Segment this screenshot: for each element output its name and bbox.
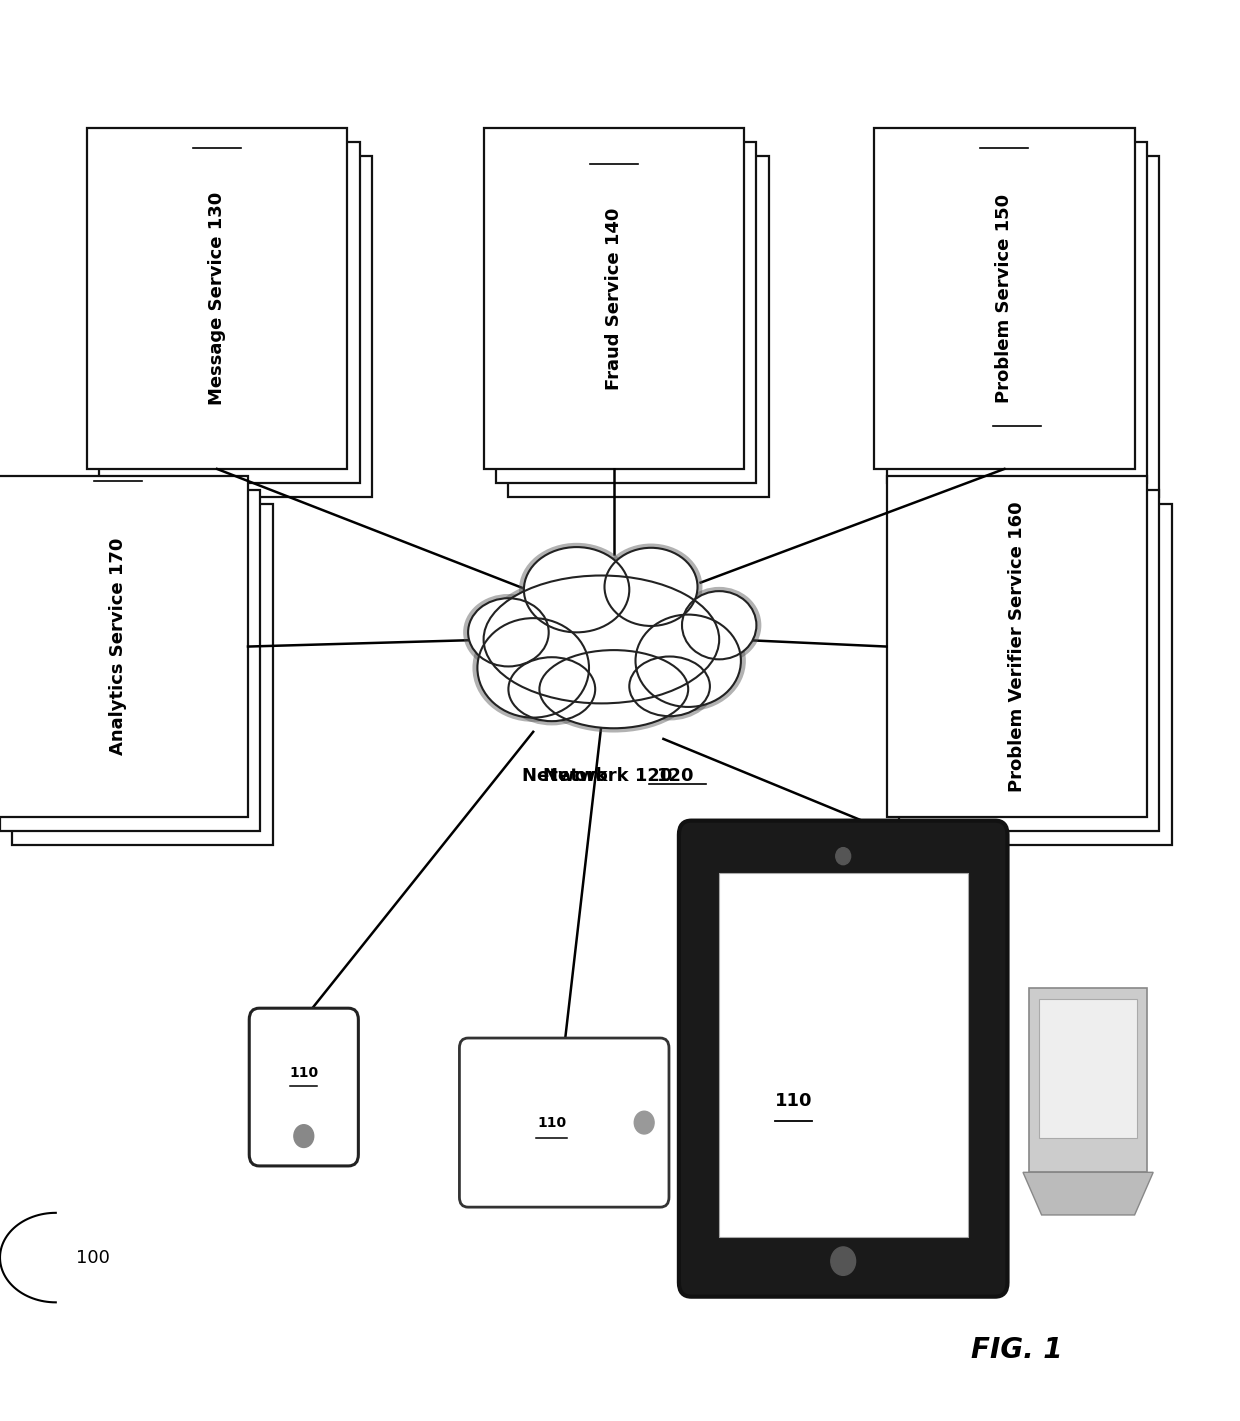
FancyBboxPatch shape [112, 156, 372, 497]
Text: 110: 110 [775, 1093, 812, 1110]
Text: 100: 100 [76, 1249, 110, 1266]
Text: Problem Service 150: Problem Service 150 [996, 193, 1013, 404]
Ellipse shape [635, 614, 742, 708]
Ellipse shape [477, 618, 589, 718]
FancyBboxPatch shape [887, 142, 1147, 483]
Ellipse shape [534, 645, 693, 733]
Ellipse shape [472, 614, 594, 722]
Text: Fraud Service 140: Fraud Service 140 [605, 207, 622, 389]
Ellipse shape [467, 598, 548, 666]
Circle shape [831, 1248, 856, 1276]
Polygon shape [1023, 1172, 1153, 1215]
Ellipse shape [605, 547, 697, 625]
Circle shape [634, 1111, 655, 1134]
FancyBboxPatch shape [0, 476, 248, 817]
FancyBboxPatch shape [459, 1037, 670, 1208]
FancyBboxPatch shape [680, 820, 1008, 1296]
Ellipse shape [600, 543, 702, 631]
FancyBboxPatch shape [719, 872, 968, 1236]
Ellipse shape [630, 611, 745, 710]
Ellipse shape [677, 587, 761, 664]
Ellipse shape [539, 651, 688, 728]
Polygon shape [1039, 999, 1137, 1138]
Circle shape [836, 847, 851, 864]
Ellipse shape [503, 652, 600, 725]
FancyBboxPatch shape [874, 128, 1135, 469]
Text: FIG. 1: FIG. 1 [971, 1336, 1063, 1364]
Ellipse shape [682, 591, 756, 659]
Text: Problem Verifier Service 160: Problem Verifier Service 160 [1008, 502, 1025, 791]
Polygon shape [1029, 988, 1147, 1172]
Text: Network 120: Network 120 [543, 767, 672, 786]
Ellipse shape [463, 594, 553, 671]
FancyBboxPatch shape [899, 490, 1159, 831]
Text: 110: 110 [289, 1066, 319, 1080]
FancyBboxPatch shape [899, 156, 1159, 497]
FancyBboxPatch shape [12, 504, 273, 845]
Text: Network: Network [522, 767, 614, 786]
FancyBboxPatch shape [484, 128, 744, 469]
FancyBboxPatch shape [496, 142, 756, 483]
Text: Message Service 130: Message Service 130 [208, 192, 226, 405]
Ellipse shape [523, 547, 629, 632]
Text: Analytics Service 170: Analytics Service 170 [109, 539, 126, 755]
FancyBboxPatch shape [87, 128, 347, 469]
FancyBboxPatch shape [99, 142, 360, 483]
Ellipse shape [518, 543, 634, 637]
Ellipse shape [625, 652, 714, 720]
FancyBboxPatch shape [508, 156, 769, 497]
Ellipse shape [479, 571, 724, 708]
FancyBboxPatch shape [911, 504, 1172, 845]
Ellipse shape [508, 657, 595, 720]
Text: 110: 110 [537, 1115, 567, 1130]
Ellipse shape [630, 657, 711, 716]
FancyBboxPatch shape [0, 490, 260, 831]
Text: 120: 120 [657, 767, 694, 786]
Ellipse shape [484, 576, 719, 703]
FancyBboxPatch shape [249, 1009, 358, 1165]
Circle shape [294, 1125, 314, 1148]
FancyBboxPatch shape [887, 476, 1147, 817]
